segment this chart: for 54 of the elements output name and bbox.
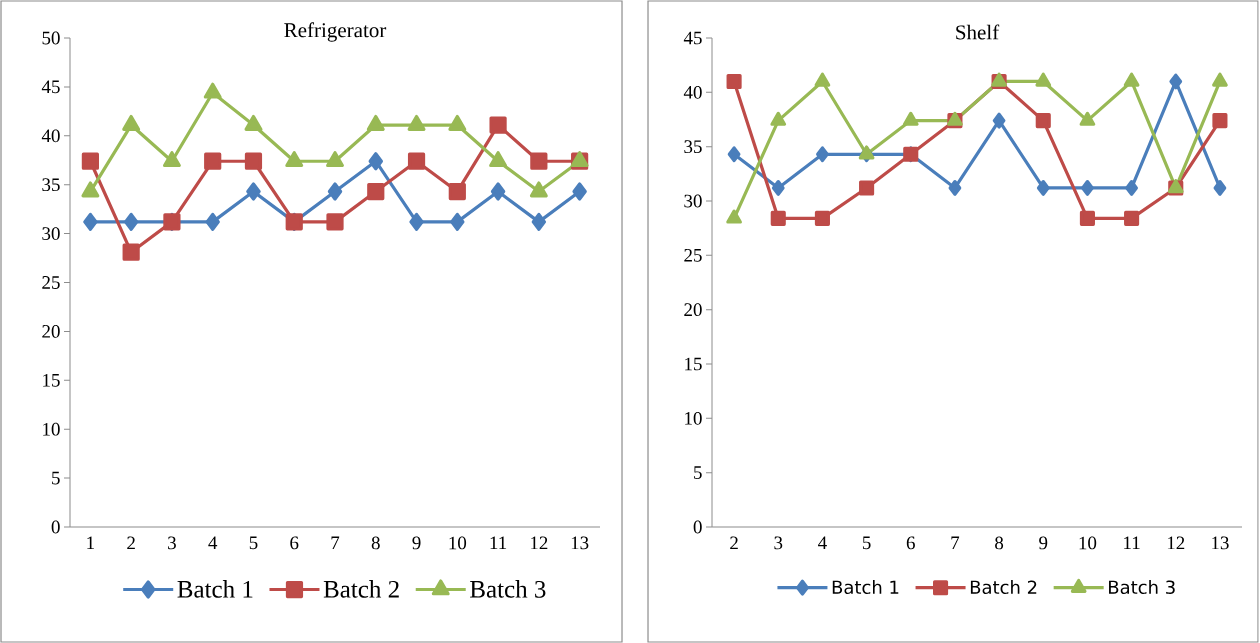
legend-label: Batch 1 [832, 580, 899, 595]
y-tick-label: 20 [684, 303, 702, 317]
x-tick-label: 5 [862, 536, 871, 550]
y-tick-label: 45 [41, 80, 60, 94]
x-tick-label: 9 [412, 536, 421, 550]
legend-label: Batch 1 [177, 580, 253, 598]
legend-label: Batch 3 [470, 580, 546, 598]
x-tick-label: 10 [1079, 536, 1097, 550]
y-tick-label: 15 [685, 357, 702, 371]
x-tick-label: 2 [127, 536, 135, 550]
chart-title: Shelf [956, 24, 1000, 40]
x-tick-label: 11 [490, 536, 507, 550]
x-tick-label: 9 [1039, 536, 1048, 550]
y-tick-label: 30 [684, 194, 702, 208]
x-tick-label: 3 [774, 536, 783, 550]
x-tick-label: 7 [331, 536, 340, 549]
y-tick-label: 10 [43, 422, 60, 436]
y-tick-label: 25 [42, 276, 60, 289]
y-tick-label: 30 [42, 227, 60, 241]
x-tick-label: 4 [208, 536, 218, 550]
y-tick-label: 5 [52, 471, 60, 485]
x-tick-label: 6 [290, 536, 299, 550]
x-tick-label: 10 [449, 536, 467, 550]
y-tick-label: 50 [42, 31, 60, 45]
x-tick-label: 1 [87, 536, 94, 550]
x-tick-label: 4 [818, 536, 827, 550]
y-tick-label: 20 [42, 325, 60, 338]
y-tick-label: 40 [41, 129, 60, 143]
y-tick-label: 0 [693, 520, 702, 534]
x-tick-label: 11 [1124, 536, 1140, 550]
y-tick-label: 25 [684, 248, 702, 262]
y-tick-label: 35 [684, 140, 702, 154]
y-tick-label: 40 [683, 85, 702, 99]
x-tick-label: 3 [168, 536, 176, 550]
legend-label: Batch 2 [970, 580, 1037, 595]
x-tick-label: 12 [531, 536, 548, 550]
y-tick-label: 10 [685, 411, 702, 425]
x-tick-label: 7 [951, 536, 960, 549]
legend-label: Batch 3 [1109, 580, 1175, 595]
x-tick-label: 8 [371, 536, 380, 550]
legend-label: Batch 2 [323, 580, 399, 598]
x-tick-label: 8 [995, 536, 1004, 550]
y-tick-label: 45 [683, 31, 702, 45]
x-tick-label: 2 [730, 536, 738, 550]
x-tick-label: 5 [249, 536, 258, 550]
x-tick-label: 13 [1212, 536, 1229, 550]
x-tick-label: 6 [906, 536, 915, 550]
x-tick-label: 12 [1167, 536, 1185, 550]
chart-title: Refrigerator [284, 22, 387, 42]
y-tick-label: 5 [694, 466, 702, 479]
y-tick-label: 15 [43, 373, 60, 387]
x-tick-label: 13 [571, 536, 589, 550]
y-tick-label: 35 [42, 178, 60, 192]
y-tick-label: 0 [51, 520, 60, 534]
